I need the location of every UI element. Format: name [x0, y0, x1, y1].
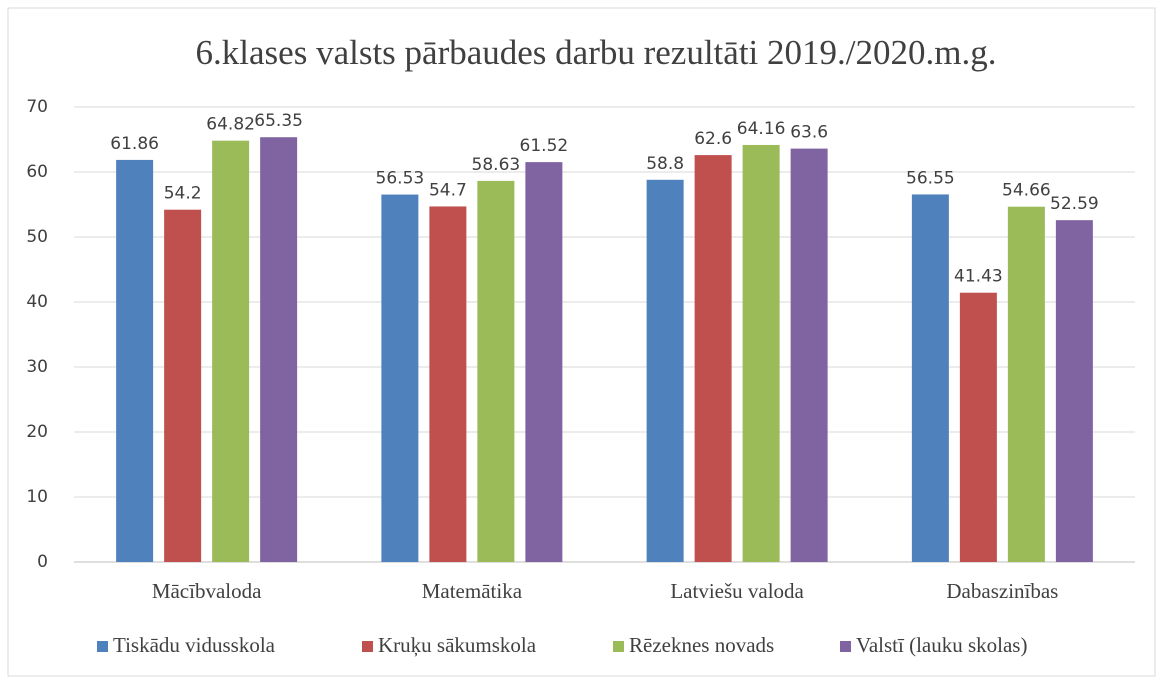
data-label: 58.8	[646, 154, 684, 174]
data-label: 61.52	[520, 136, 569, 156]
data-label: 63.6	[790, 123, 828, 143]
bar	[790, 148, 828, 562]
bar	[381, 194, 419, 562]
legend-marker	[840, 641, 851, 652]
legend-label: Rēzeknes novads	[629, 633, 774, 657]
bar	[1055, 220, 1093, 563]
bar	[1007, 206, 1045, 562]
bar	[646, 179, 684, 563]
x-tick-label: Mācībvaloda	[152, 579, 262, 603]
y-tick-label: 50	[26, 227, 48, 247]
data-label: 62.6	[694, 129, 732, 149]
legend-label: Valstī (lauku skolas)	[856, 633, 1027, 657]
bar	[694, 155, 732, 562]
data-label: 61.86	[110, 134, 159, 154]
bar	[911, 194, 949, 563]
legend-label: Kruķu sākumskola	[378, 633, 537, 657]
x-tick-label: Matemātika	[422, 579, 523, 603]
data-label: 54.66	[1002, 181, 1051, 201]
y-tick-label: 70	[26, 97, 48, 117]
y-tick-label: 0	[37, 552, 48, 572]
bar	[477, 180, 515, 562]
bar	[742, 144, 780, 562]
bar	[116, 159, 154, 562]
x-tick-label: Latviešu valoda	[670, 579, 804, 603]
legend-marker	[97, 641, 108, 652]
legend-marker	[613, 641, 624, 652]
legend-marker	[362, 641, 373, 652]
data-label: 56.53	[376, 169, 425, 189]
data-label: 58.63	[472, 155, 521, 175]
data-label: 52.59	[1050, 194, 1099, 214]
data-label: 64.16	[737, 119, 786, 139]
y-tick-label: 30	[26, 357, 48, 377]
bar	[212, 140, 250, 563]
bar	[260, 137, 298, 562]
data-label: 65.35	[254, 111, 303, 131]
data-label: 54.2	[164, 184, 202, 204]
y-tick-label: 40	[26, 292, 48, 312]
bar	[164, 209, 202, 562]
y-tick-label: 10	[26, 487, 48, 507]
data-label: 41.43	[954, 267, 1003, 287]
y-tick-label: 60	[26, 162, 48, 182]
bar	[429, 206, 467, 562]
chart-title: 6.klases valsts pārbaudes darbu rezultāt…	[196, 33, 997, 72]
y-tick-label: 20	[26, 422, 48, 442]
bar	[959, 292, 997, 562]
legend-label: Tiskādu vidusskola	[113, 633, 276, 657]
x-tick-label: Dabaszinības	[946, 579, 1058, 603]
bar	[525, 162, 563, 562]
data-label: 56.55	[906, 168, 955, 188]
data-label: 64.82	[206, 115, 255, 135]
data-label: 54.7	[429, 180, 467, 200]
